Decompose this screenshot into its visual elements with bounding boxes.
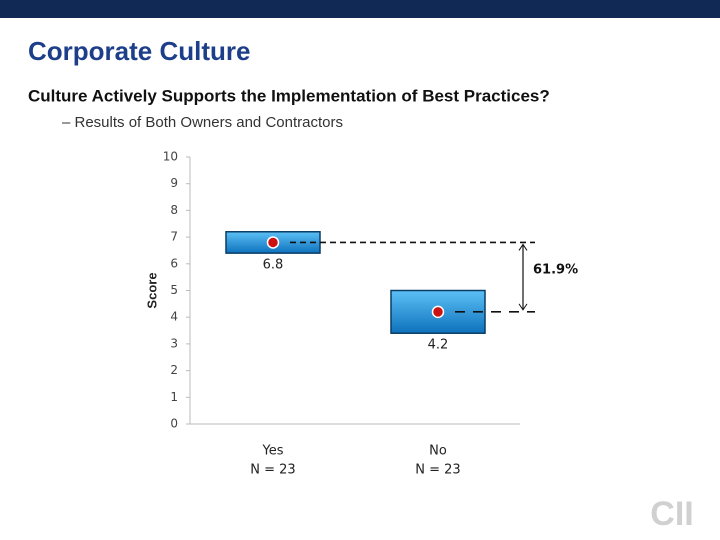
y-axis-label: Score <box>144 272 159 308</box>
y-tick-label: 9 <box>170 176 178 190</box>
y-tick-label: 4 <box>170 310 178 324</box>
x-tick-label: No <box>429 444 447 459</box>
x-tick-label: Yes <box>262 444 284 459</box>
y-tick-label: 7 <box>170 230 178 244</box>
annotation: 61.9% <box>533 263 578 278</box>
top-bar <box>0 0 720 18</box>
y-tick-label: 10 <box>163 150 178 164</box>
mean-marker <box>431 305 445 319</box>
n-label: N = 23 <box>250 463 295 478</box>
y-tick-label: 8 <box>170 203 178 217</box>
y-tick-label: 1 <box>170 390 178 404</box>
y-tick-label: 5 <box>170 283 178 297</box>
arrow-head <box>518 243 528 251</box>
logo: CII <box>650 495 693 533</box>
y-tick-label: 0 <box>170 417 178 431</box>
bullet: – Results of Both Owners and Contractors <box>62 114 343 131</box>
subtitle: Culture Actively Supports the Implementa… <box>28 86 550 105</box>
n-label: N = 23 <box>415 463 460 478</box>
mean-marker <box>266 236 280 249</box>
title: Corporate Culture <box>28 36 250 66</box>
value-label: 6.8 <box>263 258 284 273</box>
y-tick-label: 3 <box>170 336 178 350</box>
arrow-head <box>518 303 528 311</box>
y-tick-label: 6 <box>170 256 178 270</box>
value-label: 4.2 <box>428 338 449 353</box>
y-tick-label: 2 <box>170 363 178 377</box>
